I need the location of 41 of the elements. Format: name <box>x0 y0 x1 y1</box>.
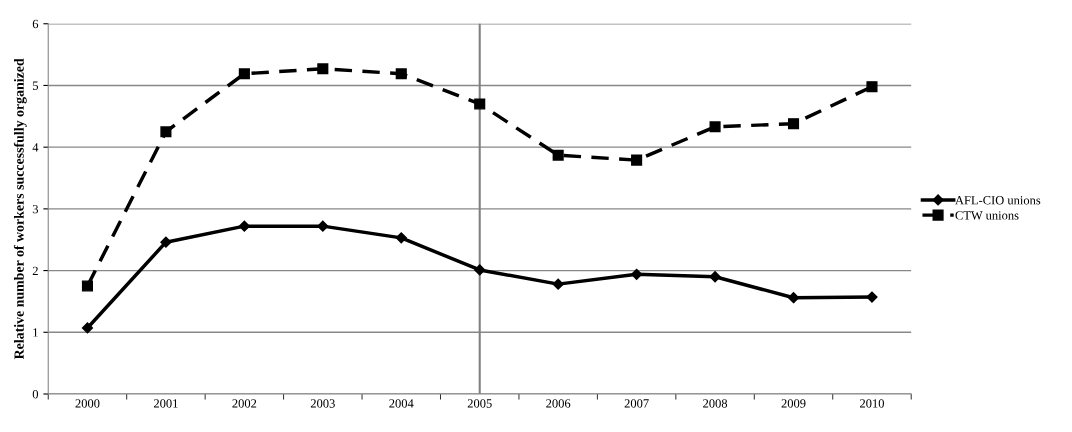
y-tick-label: 0 <box>32 390 39 399</box>
y-tick-label: 3 <box>32 204 39 214</box>
y-tick-label: 2 <box>32 266 38 275</box>
point <box>395 68 407 80</box>
point <box>709 271 721 283</box>
x-tick-label: 2003 <box>310 399 335 408</box>
point <box>395 232 407 244</box>
point <box>160 236 172 248</box>
point <box>474 264 486 276</box>
y-tick-label: 5 <box>32 81 39 90</box>
x-tick-label: 2005 <box>467 399 492 408</box>
x-tick-label: 2001 <box>153 399 178 408</box>
point <box>866 81 878 93</box>
point <box>81 280 94 292</box>
point <box>552 278 564 290</box>
x-tick-label: 2004 <box>389 399 414 408</box>
y-axis-title: Relative number of workers successfully organized <box>13 58 27 360</box>
legend-label: AFL-CIO unions <box>955 196 1041 205</box>
x-tick-label: 2010 <box>860 399 884 408</box>
x-tick-label: 2002 <box>232 399 257 408</box>
x-tick-label: 2006 <box>546 399 571 408</box>
point <box>474 98 486 110</box>
y-tick-label: 4 <box>32 143 39 152</box>
point <box>552 149 564 161</box>
point <box>709 121 721 133</box>
point <box>787 118 800 130</box>
x-tick-label: 2007 <box>624 399 649 408</box>
point <box>631 154 643 166</box>
legend-label: CTW unions <box>955 211 1019 220</box>
y-tick-label: 6 <box>32 19 39 29</box>
point <box>160 126 172 138</box>
x-tick-label: 2000 <box>75 399 100 408</box>
point <box>238 220 250 232</box>
point <box>866 291 878 303</box>
x-tick-label: 2009 <box>781 399 806 408</box>
point <box>81 322 94 334</box>
x-tick-label: 2008 <box>703 399 728 408</box>
y-tick-label: 1 <box>33 328 38 337</box>
point <box>317 63 329 75</box>
point <box>317 220 329 232</box>
point <box>238 68 250 80</box>
